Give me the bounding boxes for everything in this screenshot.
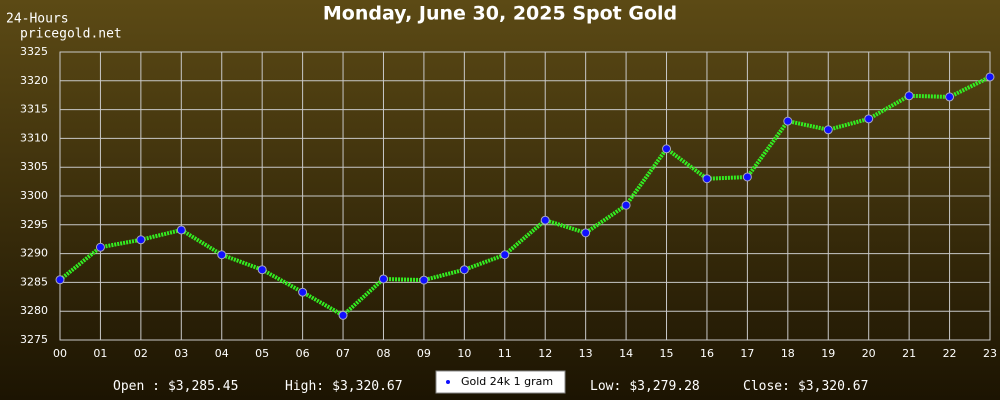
x-tick-label: 23 <box>983 347 997 360</box>
x-tick-label: 19 <box>821 347 835 360</box>
data-point <box>136 235 146 245</box>
data-point <box>945 92 955 102</box>
y-tick-label: 3295 <box>20 218 48 231</box>
y-tick-label: 3275 <box>20 333 48 346</box>
x-tick-label: 03 <box>174 347 188 360</box>
data-point <box>662 144 672 154</box>
data-point <box>419 275 429 285</box>
stat-name: High: <box>285 379 324 394</box>
x-tick-label: 11 <box>498 347 512 360</box>
data-point <box>176 225 186 235</box>
y-tick-label: 3325 <box>20 45 48 58</box>
data-point <box>338 310 348 320</box>
stat-label: Close: $3,320.67 <box>743 379 868 394</box>
data-point <box>985 72 995 82</box>
data-point <box>55 275 65 285</box>
data-point <box>459 265 469 275</box>
data-point <box>904 91 914 101</box>
x-tick-label: 09 <box>417 347 431 360</box>
legend-box <box>435 370 566 394</box>
data-point <box>742 172 752 182</box>
x-tick-label: 01 <box>93 347 107 360</box>
data-point <box>378 274 388 284</box>
x-tick-label: 14 <box>619 347 633 360</box>
chart-title: Monday, June 30, 2025 Spot Gold <box>323 3 677 25</box>
x-tick-label: 20 <box>862 347 876 360</box>
y-tick-label: 3300 <box>20 189 48 202</box>
x-tick-label: 00 <box>53 347 67 360</box>
data-point <box>702 174 712 184</box>
data-point <box>823 125 833 135</box>
stat-name: Close: <box>743 379 790 394</box>
data-point <box>217 250 227 260</box>
stat-label: Low: $3,279.28 <box>590 379 700 394</box>
x-tick-label: 04 <box>215 347 229 360</box>
legend-marker <box>446 380 450 384</box>
data-point <box>581 228 591 238</box>
x-tick-label: 12 <box>538 347 552 360</box>
stat-value: $3,279.28 <box>629 379 699 394</box>
x-tick-label: 08 <box>376 347 390 360</box>
y-tick-label: 3315 <box>20 103 48 116</box>
stat-label: Open : $3,285.45 <box>113 379 238 394</box>
period-label: 24-Hours <box>6 12 69 27</box>
x-tick-label: 21 <box>902 347 916 360</box>
x-tick-label: 02 <box>134 347 148 360</box>
x-tick-label: 07 <box>336 347 350 360</box>
data-point <box>783 116 793 126</box>
data-point <box>95 242 105 252</box>
stat-label: High: $3,320.67 <box>285 379 403 394</box>
x-tick-label: 15 <box>660 347 674 360</box>
source-label: pricegold.net <box>20 27 122 42</box>
x-tick-label: 16 <box>700 347 714 360</box>
stat-name: Open : <box>113 379 160 394</box>
data-point <box>864 114 874 124</box>
y-tick-label: 3290 <box>20 247 48 260</box>
stat-value: $3,320.67 <box>332 379 402 394</box>
x-tick-label: 18 <box>781 347 795 360</box>
series-line <box>58 75 991 318</box>
data-point <box>298 287 308 297</box>
stat-name: Low: <box>590 379 621 394</box>
legend-label: Gold 24k 1 gram <box>461 375 553 388</box>
y-tick-label: 3305 <box>20 160 48 173</box>
data-point <box>257 265 267 275</box>
x-tick-label: 05 <box>255 347 269 360</box>
x-tick-label: 17 <box>740 347 754 360</box>
y-tick-label: 3310 <box>20 131 48 144</box>
data-point <box>540 215 550 225</box>
x-tick-label: 06 <box>296 347 310 360</box>
stat-value: $3,320.67 <box>798 379 868 394</box>
x-tick-label: 13 <box>579 347 593 360</box>
y-tick-label: 3320 <box>20 74 48 87</box>
x-tick-label: 22 <box>943 347 957 360</box>
stat-value: $3,285.45 <box>168 379 238 394</box>
data-point <box>621 200 631 210</box>
data-point <box>500 250 510 260</box>
y-tick-label: 3280 <box>20 304 48 317</box>
x-tick-label: 10 <box>457 347 471 360</box>
y-tick-label: 3285 <box>20 275 48 288</box>
